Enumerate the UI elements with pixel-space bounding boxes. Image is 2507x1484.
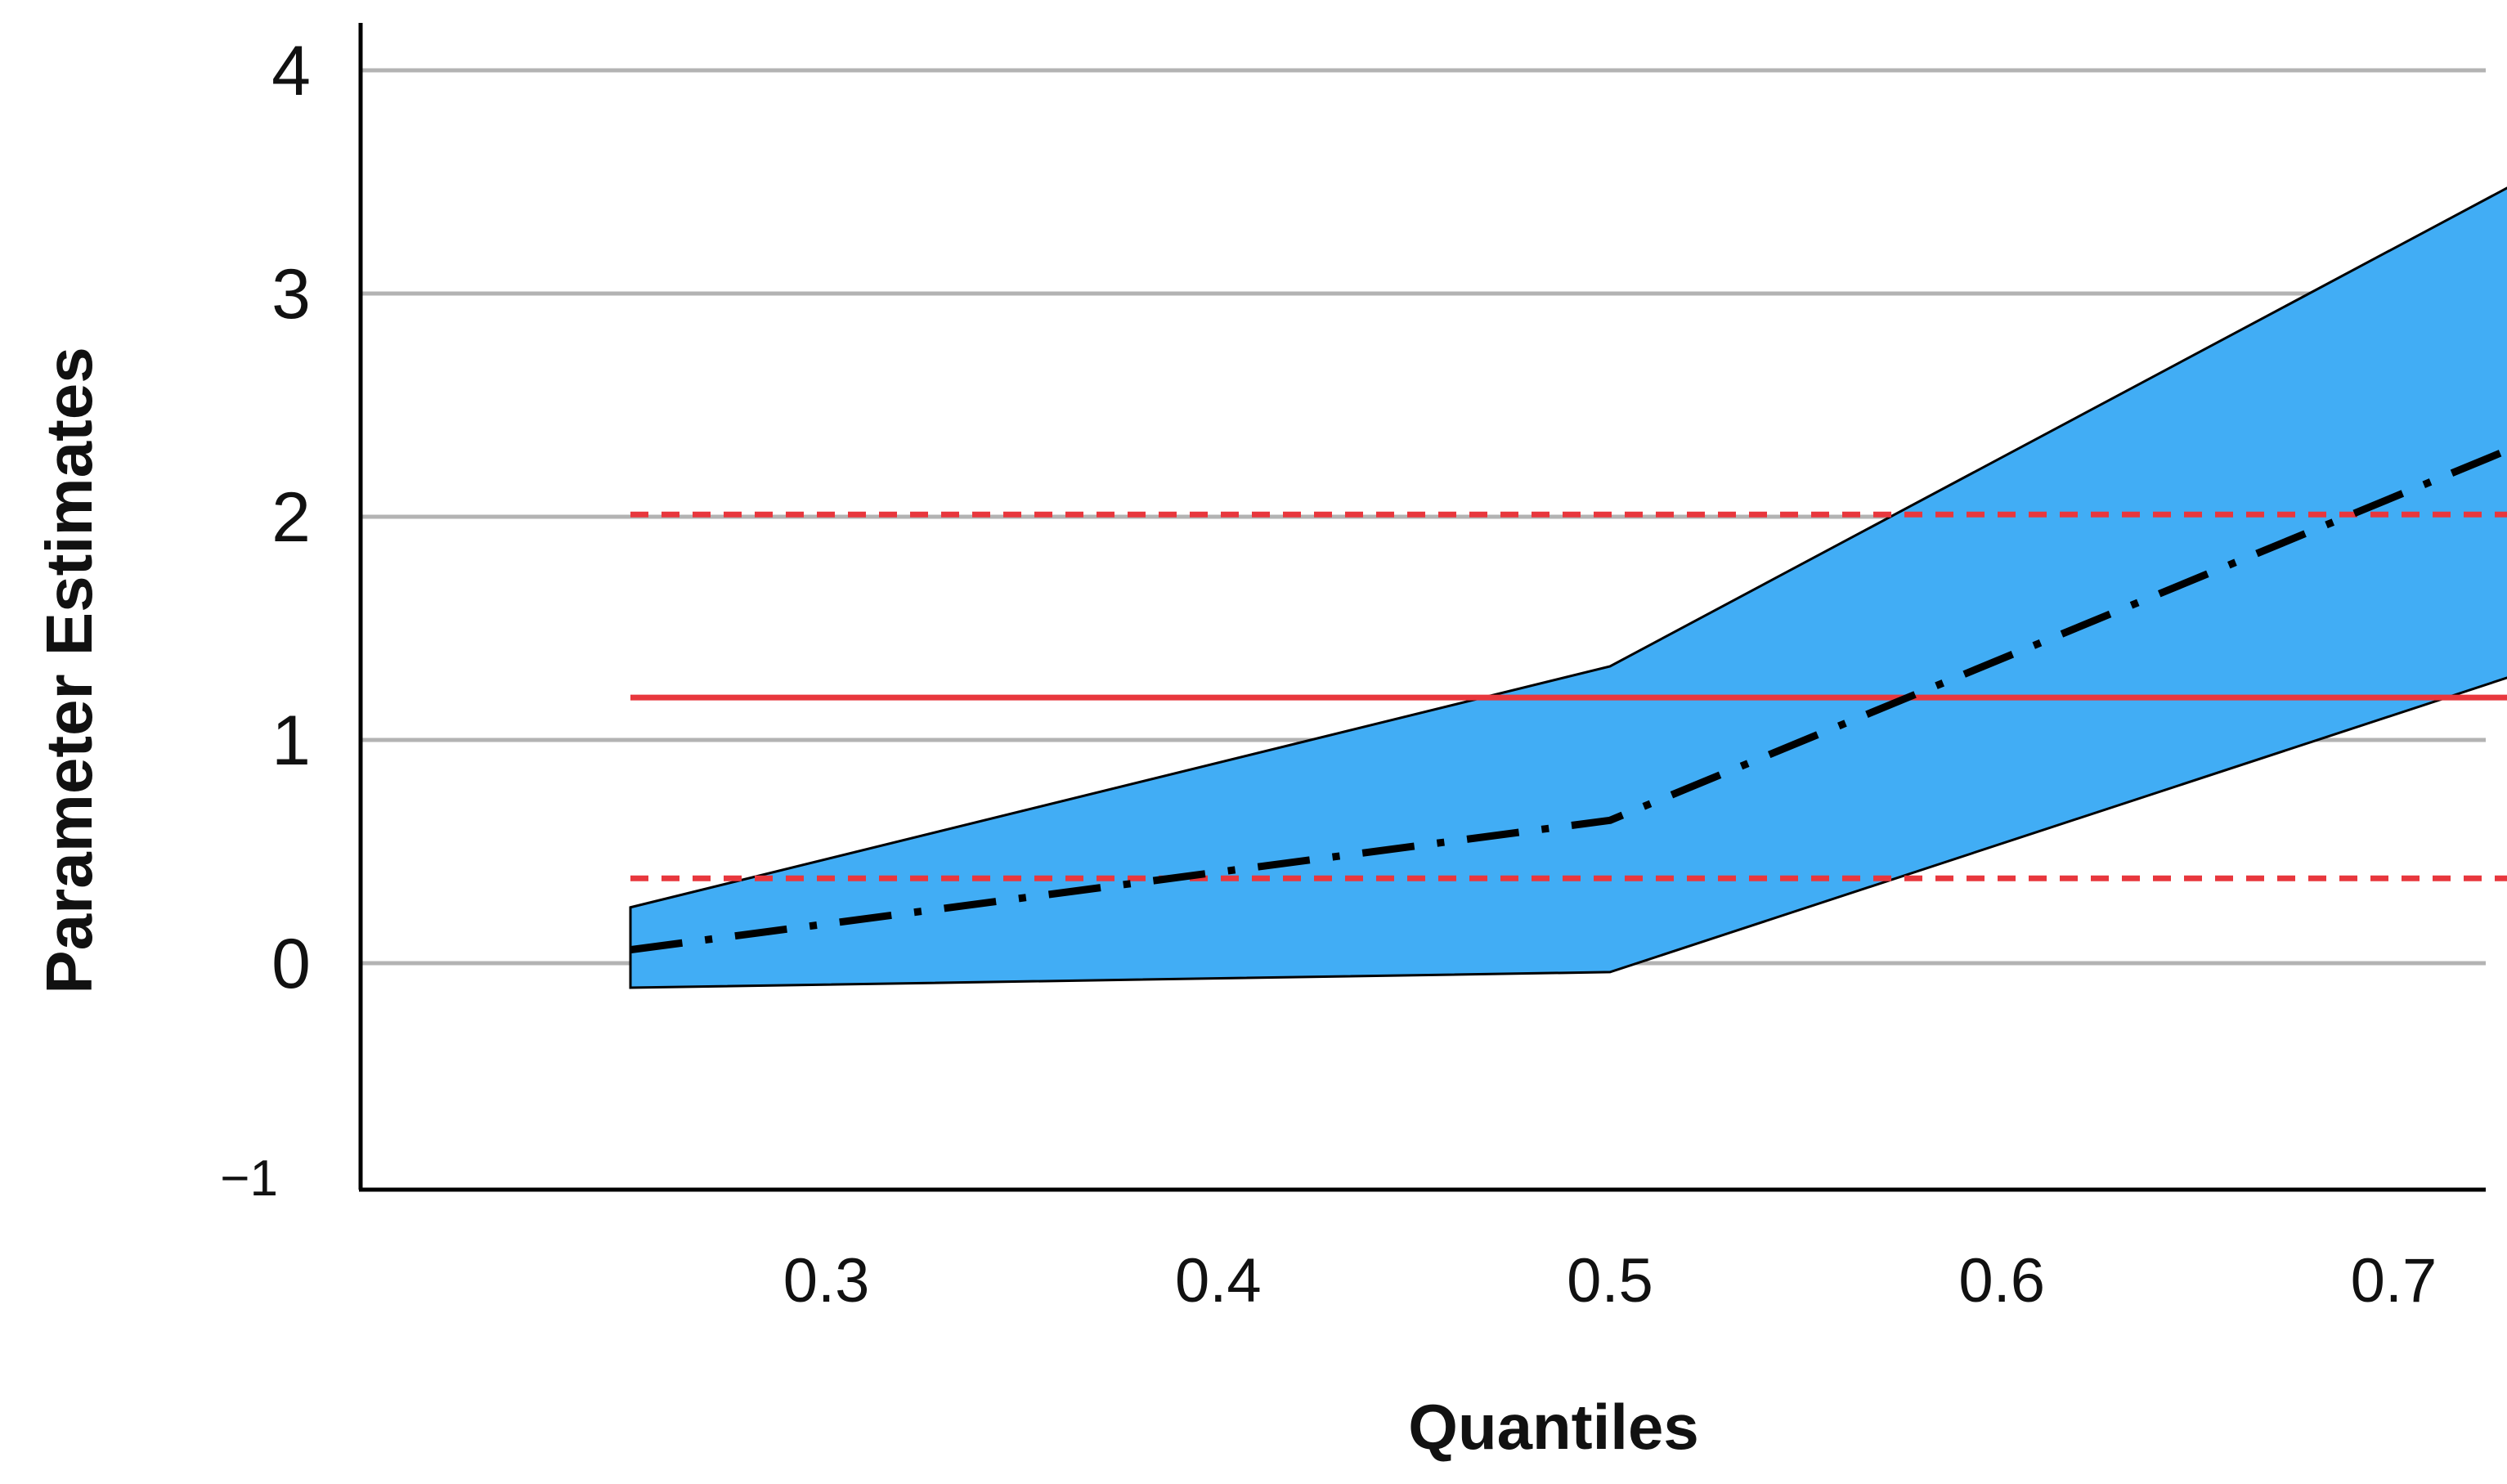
y-tick-label-1: 0 — [271, 925, 311, 1003]
y-tick-label-3: 2 — [271, 478, 311, 557]
x-tick-label-2: 0.5 — [1567, 1246, 1653, 1316]
confidence-band-layer — [629, 186, 2507, 989]
series-layer — [630, 446, 2507, 954]
tick-labels: −1 0 1 2 3 4 0.3 0.4 0.5 0.6 0.7 — [220, 32, 2437, 1316]
y-tick-label-4: 3 — [271, 255, 311, 334]
x-axis-label: Quantiles — [1408, 1391, 1698, 1463]
confidence-band — [629, 186, 2507, 989]
x-tick-label-0: 0.3 — [783, 1246, 870, 1316]
y-tick-label-5: 4 — [271, 32, 311, 110]
y-tick-label-0: −1 — [220, 1150, 278, 1207]
axes — [358, 23, 2486, 1192]
reference-lines-layer — [630, 511, 2507, 881]
x-tick-label-4: 0.7 — [2351, 1246, 2437, 1316]
x-tick-label-1: 0.4 — [1175, 1246, 1262, 1316]
y-axis-label: Parameter Estimates — [33, 347, 105, 994]
y-tick-label-2: 1 — [271, 702, 311, 780]
x-tick-label-3: 0.6 — [1958, 1246, 2045, 1316]
